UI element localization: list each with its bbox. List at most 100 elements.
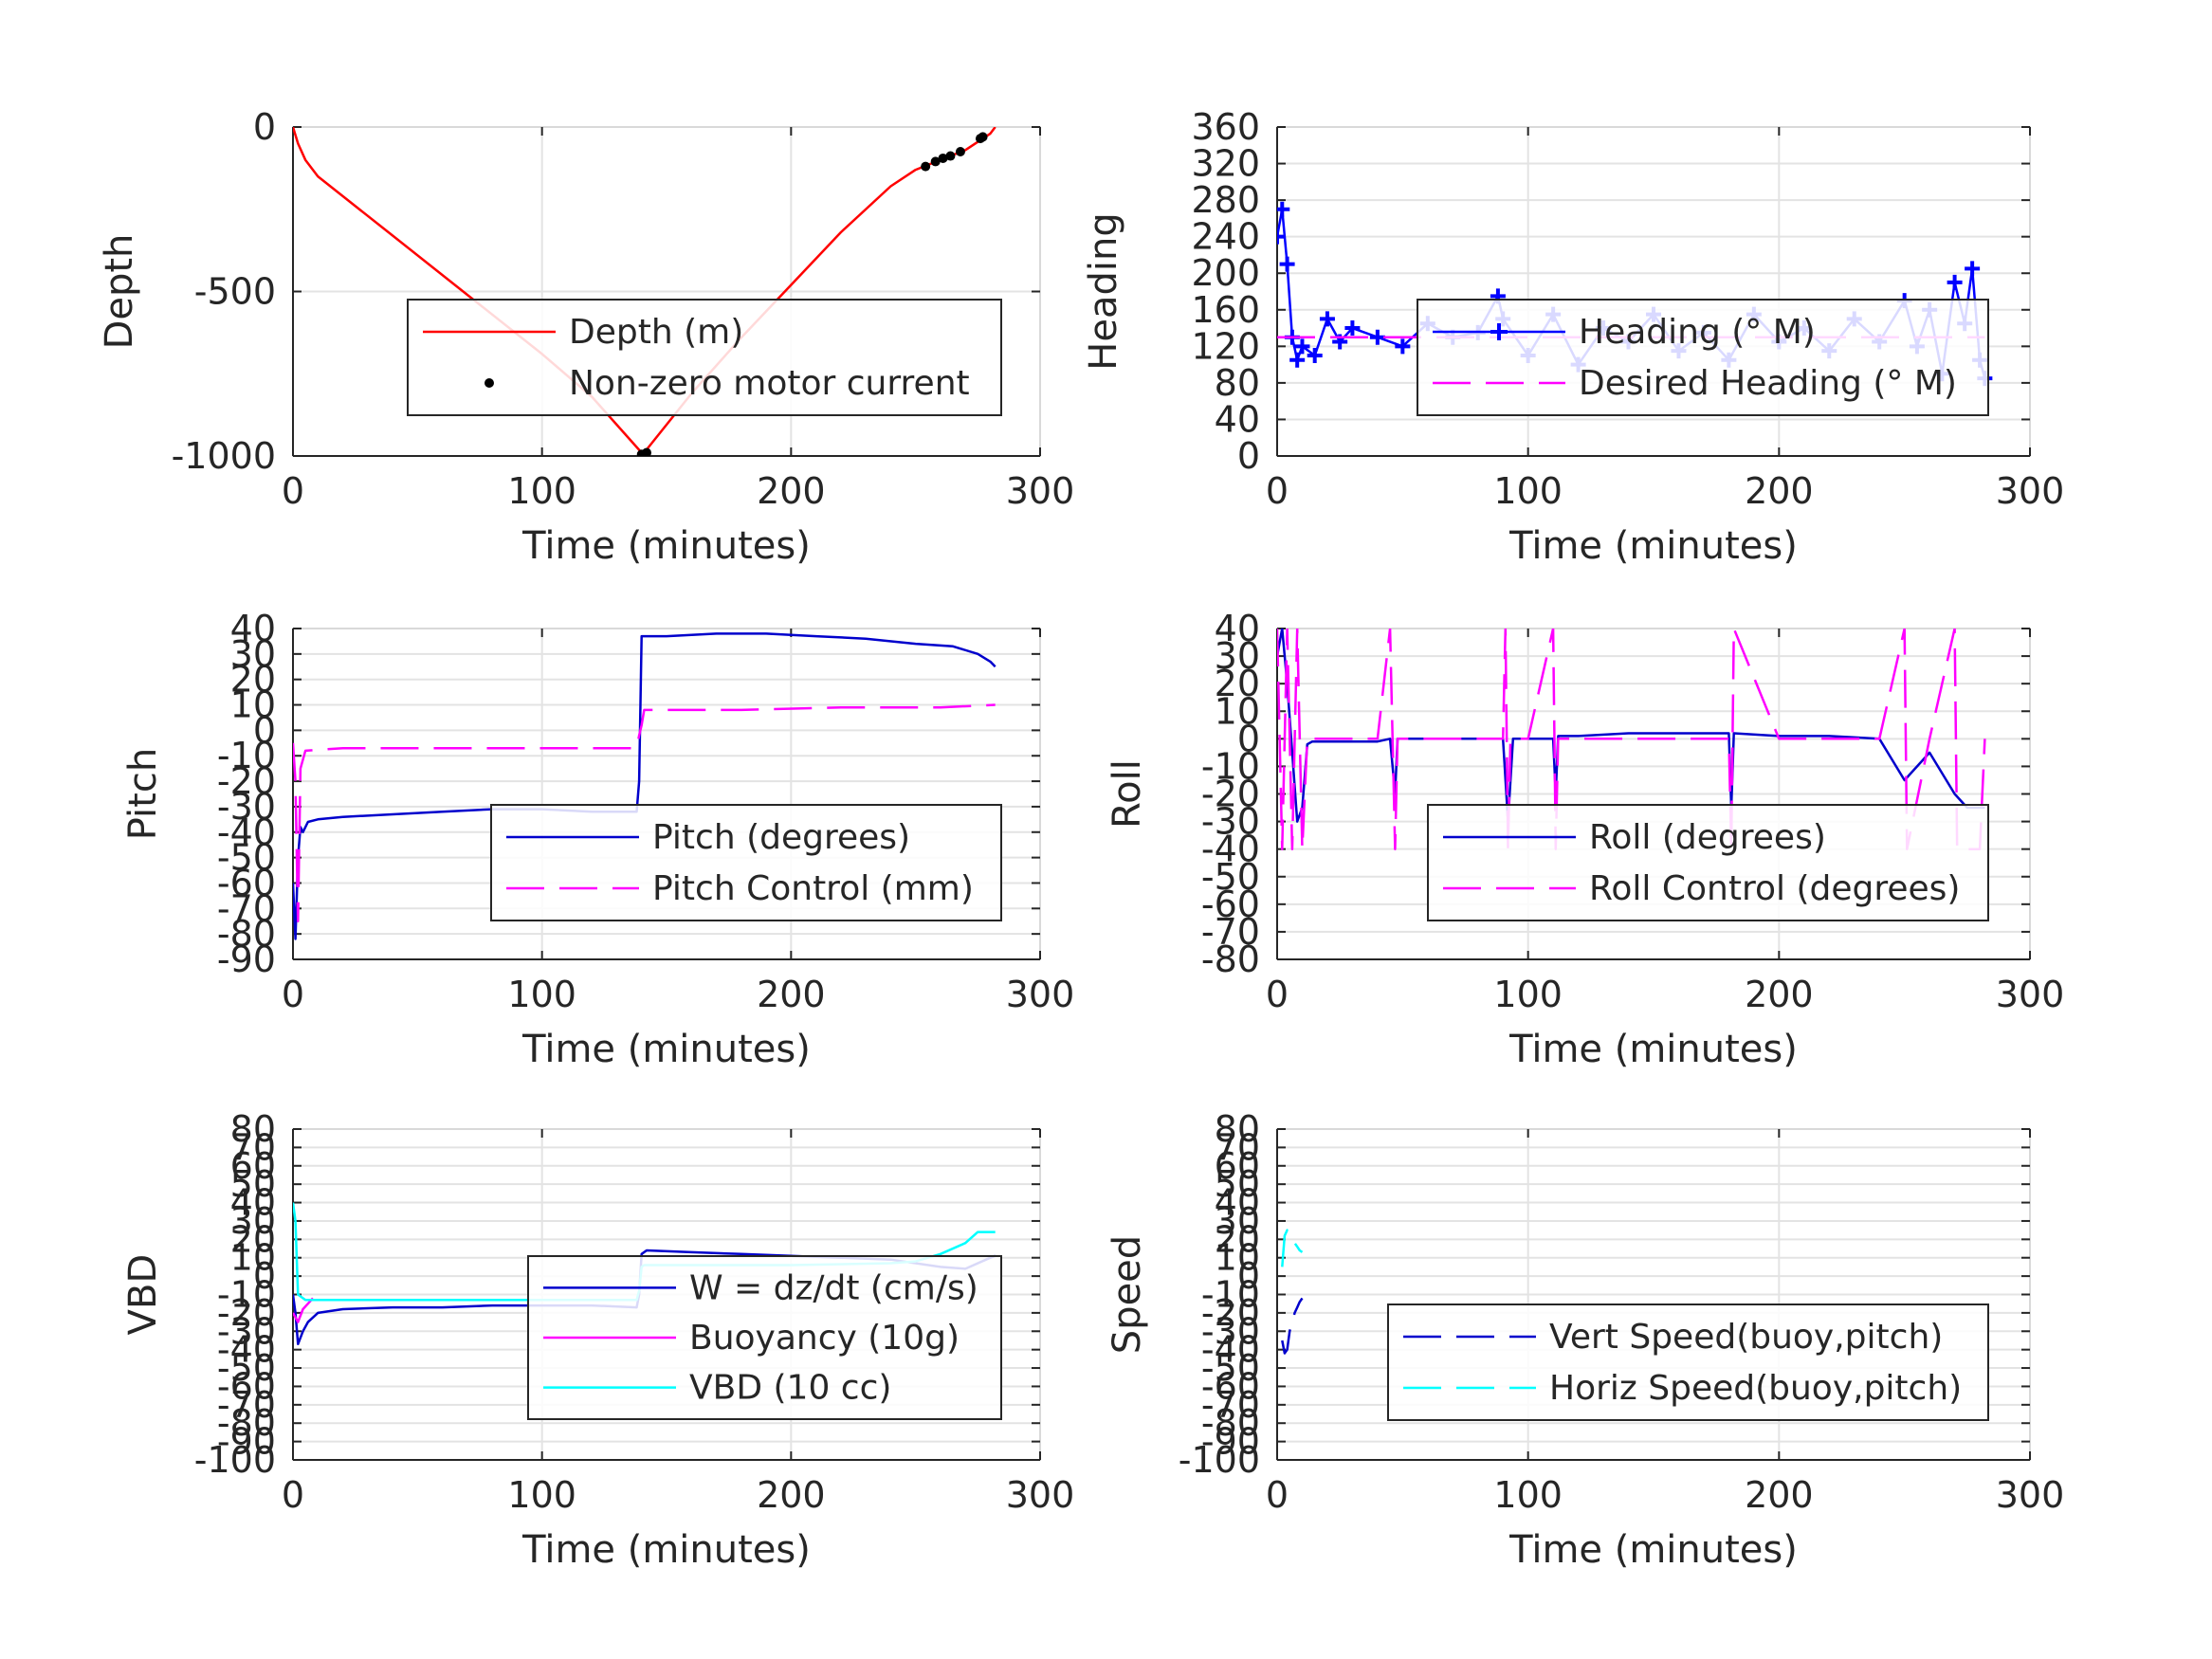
y-tick-label: -20 [1201,774,1260,815]
x-tick-label: 300 [1996,470,2065,512]
series-point [955,147,965,157]
x-tick-label: 100 [1493,974,1563,1015]
y-tick-label: -20 [217,760,276,802]
y-tick-label: -70 [217,887,276,929]
series-group [1281,1229,1304,1355]
series-point [1277,228,1285,245]
y-tick-label: 70 [230,1126,276,1168]
x-axis-label: Time (minutes) [1508,1028,1798,1071]
y-tick-label: 40 [1215,398,1260,440]
x-axis-label: Time (minutes) [521,524,811,568]
y-tick-label: 20 [230,659,276,701]
y-tick-label: 10 [1215,1237,1260,1279]
series-point [921,161,931,172]
y-tick-label: -80 [217,1402,276,1444]
x-tick-label: 100 [507,974,576,1015]
x-tick-label: 100 [507,470,576,512]
y-tick-label: 60 [230,1145,276,1187]
series-line [1277,629,1985,823]
series-group [1277,629,1986,850]
legend-label: Horiz Speed(buoy,pitch) [1549,1369,1962,1408]
series-point [1395,338,1411,355]
y-tick-label: -100 [1179,1439,1260,1481]
y-tick-label: 20 [230,1218,276,1260]
y-tick-label: -90 [1201,1421,1260,1463]
y-tick-label: -40 [217,1329,276,1371]
series-point [1965,261,1981,277]
legend: Pitch (degrees) Pitch Control (mm) [490,804,1002,921]
series-line [293,703,996,922]
y-tick-label: 10 [230,1237,276,1279]
y-tick-label: 40 [1215,1182,1260,1224]
x-tick-label: 0 [282,470,304,512]
y-tick-label: -90 [217,939,276,980]
x-tick-label: 0 [282,974,304,1015]
y-tick-label: 70 [1215,1126,1260,1168]
series-point [1947,274,1963,290]
legend: Roll (degrees) Roll Control (degrees) [1427,804,1989,921]
y-tick-label: -10 [1201,745,1260,787]
legend-label: Pitch Control (mm) [652,869,974,908]
y-tick-label: -40 [217,811,276,853]
legend-box [1387,1304,1989,1421]
legend-swatch-marker [484,378,494,388]
legend-label: W = dz/dt (cm/s) [689,1268,978,1307]
y-tick-label: -60 [1201,884,1260,925]
y-tick-label: -20 [1201,1292,1260,1334]
y-tick-label: 50 [1215,1163,1260,1205]
x-axis-label: Time (minutes) [1508,524,1798,568]
x-tick-label: 300 [1996,1474,2065,1516]
legend-label: Roll Control (degrees) [1589,869,1960,908]
x-tick-label: 300 [1006,1474,1075,1516]
y-tick-label: 160 [1191,289,1260,331]
x-tick-label: 100 [1493,1474,1563,1516]
series-point [1279,256,1295,272]
y-tick-label: 30 [230,633,276,675]
y-tick-label: 80 [1215,1108,1260,1150]
series-point [1319,311,1335,327]
y-tick-label: -80 [1201,939,1260,980]
y-tick-label: 0 [1237,718,1260,759]
series-point [945,151,956,161]
y-tick-label: 280 [1191,179,1260,221]
x-tick-label: 0 [282,1474,304,1516]
legend-label: Roll (degrees) [1589,818,1826,857]
y-tick-label: 20 [1215,663,1260,704]
y-tick-label: -10 [1201,1274,1260,1316]
y-tick-label: -30 [217,786,276,828]
y-tick-label: 40 [1215,608,1260,649]
y-tick-label: -50 [217,1347,276,1389]
x-tick-label: 0 [1266,974,1289,1015]
y-tick-label: 60 [1215,1145,1260,1187]
y-tick-label: 30 [230,1200,276,1242]
legend-box [407,299,1002,416]
y-tick-label: 20 [1215,1218,1260,1260]
y-tick-label: -70 [217,1384,276,1426]
y-tick-label: -60 [217,862,276,903]
legend-label: Vert Speed(buoy,pitch) [1549,1318,1943,1357]
y-axis-label: Pitch [121,748,165,840]
legend-label: VBD (10 cc) [689,1369,891,1408]
series-line [1281,1297,1304,1355]
x-tick-label: 200 [1745,470,1814,512]
legend-box [1417,299,1989,416]
x-axis-label: Time (minutes) [521,1028,811,1071]
y-tick-label: 30 [1215,1200,1260,1242]
y-tick-label: 0 [253,1255,276,1297]
y-tick-label: -90 [217,1421,276,1463]
y-tick-label: -50 [217,837,276,879]
y-tick-label: 240 [1191,216,1260,258]
legend-box [1427,804,1989,921]
series-line [1277,629,1986,850]
y-tick-label: 80 [1215,362,1260,404]
x-tick-label: 100 [507,1474,576,1516]
y-tick-label: -30 [1201,801,1260,843]
series-point [641,447,651,456]
y-axis-label: Speed [1106,1235,1149,1354]
y-tick-label: 320 [1191,143,1260,185]
legend-label: Desired Heading (° M) [1579,364,1957,403]
series-point [1289,352,1306,368]
legend-box [490,804,1002,921]
y-tick-label: -40 [1201,1329,1260,1371]
